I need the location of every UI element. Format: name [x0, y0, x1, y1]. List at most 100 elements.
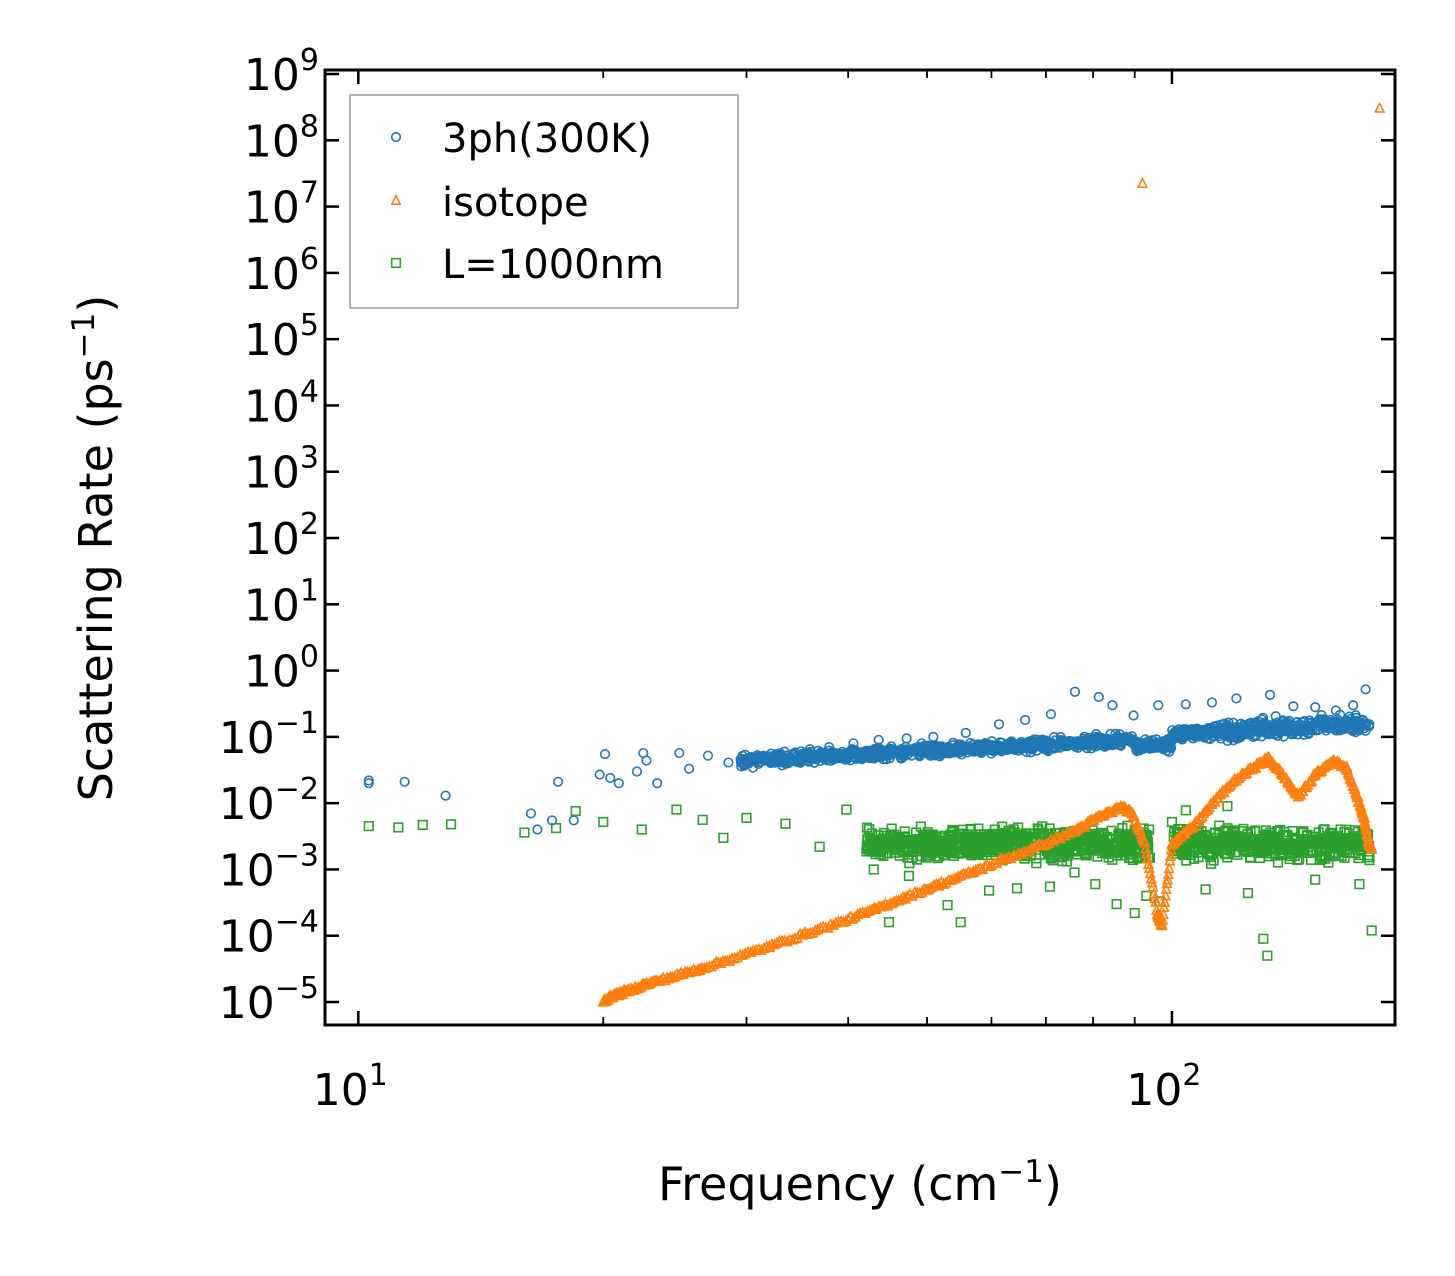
- isotope-point: [1091, 811, 1104, 823]
- three-phonon-point: [1310, 717, 1321, 728]
- boundary-point: [1208, 855, 1219, 866]
- three-phonon-point: [857, 752, 868, 763]
- three-phonon-point: [605, 772, 616, 784]
- ticks-layer: [325, 70, 1395, 1025]
- boundary-point: [877, 833, 888, 844]
- isotope-point: [1374, 101, 1386, 113]
- isotope-point: [1350, 787, 1362, 799]
- y-tick-label: 109: [244, 43, 319, 101]
- y-tick-label: 100: [244, 640, 319, 698]
- boundary-point: [393, 822, 404, 833]
- three-phonon-point: [1206, 697, 1218, 708]
- y-tick-label: 10−3: [219, 838, 319, 896]
- three-phonon-point: [887, 744, 898, 755]
- y-tick-label: 104: [244, 374, 319, 432]
- legend-label-boundary: L=1000nm: [442, 242, 664, 288]
- three-phonon-point: [1173, 724, 1184, 735]
- three-phonon-point: [824, 742, 835, 753]
- three-phonon-point: [631, 766, 643, 777]
- three-phonon-point: [1153, 700, 1164, 711]
- boundary-point: [967, 840, 978, 851]
- three-phonon-point: [568, 815, 579, 826]
- isotope-point: [683, 966, 696, 978]
- boundary-point: [1354, 879, 1365, 890]
- isotope-point: [726, 952, 738, 964]
- isotope-point: [1160, 882, 1172, 894]
- isotope-point: [1149, 891, 1161, 904]
- isotope-point: [799, 927, 811, 939]
- three-phonon-point: [1310, 725, 1321, 736]
- boundary-point: [445, 819, 457, 830]
- boundary-point: [1254, 852, 1265, 863]
- isotope-point: [1263, 751, 1275, 763]
- three-phonon-point: [936, 741, 947, 752]
- boundary-point: [1302, 847, 1313, 858]
- isotope-point: [1054, 832, 1067, 844]
- three-phonon-point: [993, 719, 1005, 730]
- three-phonon-point: [1348, 724, 1359, 735]
- three-phonon-point: [1096, 738, 1107, 750]
- three-phonon-point: [532, 824, 543, 835]
- boundary-point: [910, 833, 921, 845]
- three-phonon-point: [1150, 738, 1161, 749]
- three-phonon-point: [848, 738, 859, 749]
- three-phonon-point: [913, 746, 925, 757]
- boundary-point: [1364, 855, 1375, 866]
- plot-frame: [323, 68, 1397, 1027]
- boundary-point: [1222, 801, 1233, 812]
- isotope-point: [1227, 774, 1240, 787]
- three-phonon-point: [873, 734, 884, 746]
- boundary-point: [1340, 835, 1351, 846]
- boundary-point: [1346, 835, 1357, 846]
- isotope-point: [1036, 838, 1048, 850]
- isotope-point: [665, 970, 677, 983]
- isotope-point: [1309, 768, 1321, 780]
- three-phonon-point: [928, 731, 939, 742]
- boundary-point: [1258, 933, 1269, 944]
- three-phonon-point: [1231, 693, 1242, 704]
- boundary-point: [886, 823, 897, 834]
- three-phonon-point: [1129, 740, 1140, 751]
- boundary-point: [921, 839, 932, 851]
- tick-labels-layer: 10−5 10−4 10−3 10−2 10−1 100 101 102 103 104 105 10…: [219, 43, 1202, 1116]
- three-phonon-point: [950, 744, 961, 755]
- three-phonon-point: [1359, 720, 1371, 731]
- boundary-point: [1177, 848, 1189, 859]
- isotope-point: [933, 878, 945, 890]
- three-phonon-point: [1240, 728, 1251, 739]
- boundary-point: [570, 805, 581, 817]
- boundary-point: [891, 836, 902, 848]
- legend-marker-3ph: [390, 131, 402, 143]
- boundary-point: [1056, 852, 1067, 863]
- x-axis-label-sup: −1: [998, 1154, 1044, 1190]
- boundary-point: [1206, 858, 1217, 869]
- three-phonon-point: [1000, 743, 1011, 754]
- three-phonon-point: [1360, 684, 1371, 695]
- boundary-point: [864, 824, 875, 835]
- boundary-point: [861, 822, 873, 833]
- three-phonon-point: [970, 741, 981, 752]
- boundary-point: [998, 827, 1010, 839]
- three-phonon-point: [742, 758, 753, 769]
- isotope-point: [1327, 754, 1340, 766]
- legend-frame: [349, 94, 739, 309]
- three-phonon-point: [1346, 717, 1357, 729]
- boundary-point: [1090, 879, 1101, 890]
- boundary-point: [1166, 816, 1178, 828]
- series-boundary: [363, 801, 1377, 961]
- isotope-point: [1159, 889, 1172, 901]
- boundary-point: [939, 845, 950, 856]
- boundary-point: [1323, 857, 1334, 868]
- three-phonon-point: [880, 750, 891, 762]
- three-phonon-point: [546, 815, 558, 826]
- boundary-point: [888, 844, 900, 855]
- x-axis-label-text: Frequency (cm: [658, 1157, 998, 1211]
- isotope-point: [1206, 797, 1218, 809]
- three-phonon-point: [1322, 718, 1333, 730]
- three-phonon-point: [399, 776, 410, 787]
- boundary-point: [1314, 837, 1325, 848]
- three-phonon-point: [594, 769, 605, 780]
- three-phonon-point: [758, 750, 769, 761]
- isotope-point: [1162, 873, 1174, 885]
- boundary-point: [1284, 838, 1295, 850]
